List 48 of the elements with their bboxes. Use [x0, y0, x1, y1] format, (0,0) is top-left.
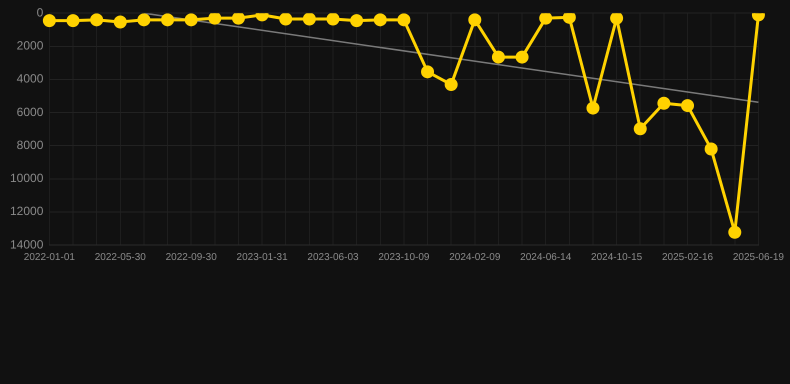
point — [657, 96, 670, 110]
point — [161, 13, 174, 26]
point — [114, 15, 127, 28]
point — [492, 50, 505, 64]
point — [516, 50, 529, 64]
point — [728, 226, 742, 239]
point — [704, 142, 718, 156]
point — [279, 13, 292, 26]
x-tick-label: 2025-06-19 — [732, 252, 784, 263]
x-tick-label: 2022-01-01 — [24, 252, 76, 263]
y-tick-label: 0 — [36, 6, 44, 20]
x-tick-label: 2023-01-31 — [236, 252, 288, 263]
point — [232, 13, 245, 25]
point — [562, 13, 576, 24]
x-tick-label: 2024-10-15 — [591, 252, 643, 263]
point — [326, 13, 340, 26]
y-tick-label: 4000 — [16, 72, 44, 86]
y-tick-label: 8000 — [16, 138, 44, 152]
point — [468, 13, 482, 26]
y-tick-label: 10000 — [10, 171, 44, 186]
point — [586, 102, 600, 115]
x-tick-label: 2022-05-30 — [94, 252, 146, 263]
point — [421, 65, 434, 78]
point — [374, 13, 387, 26]
point — [66, 14, 80, 28]
point — [90, 13, 104, 26]
y-tick-label: 2000 — [16, 38, 44, 53]
point — [184, 13, 198, 26]
x-tick-label: 2024-06-14 — [520, 252, 572, 263]
y-tick-label: 14000 — [10, 237, 44, 252]
point — [208, 13, 222, 25]
x-tick-label: 2023-06-03 — [307, 252, 360, 263]
point — [302, 13, 316, 26]
y-tick-label: 6000 — [16, 104, 44, 119]
point — [634, 122, 647, 136]
point — [42, 14, 56, 28]
point — [610, 13, 624, 25]
point — [539, 13, 552, 25]
point — [444, 78, 458, 92]
x-tick-label: 2024-02-09 — [449, 252, 501, 263]
point — [350, 14, 364, 28]
point — [137, 13, 150, 26]
x-tick-label: 2023-10-09 — [378, 252, 430, 263]
y-tick-label: 12000 — [10, 204, 44, 218]
x-tick-label: 2022-09-30 — [166, 252, 218, 263]
point — [397, 13, 410, 26]
point — [681, 99, 694, 112]
x-tick-label: 2025-02-16 — [662, 252, 714, 263]
